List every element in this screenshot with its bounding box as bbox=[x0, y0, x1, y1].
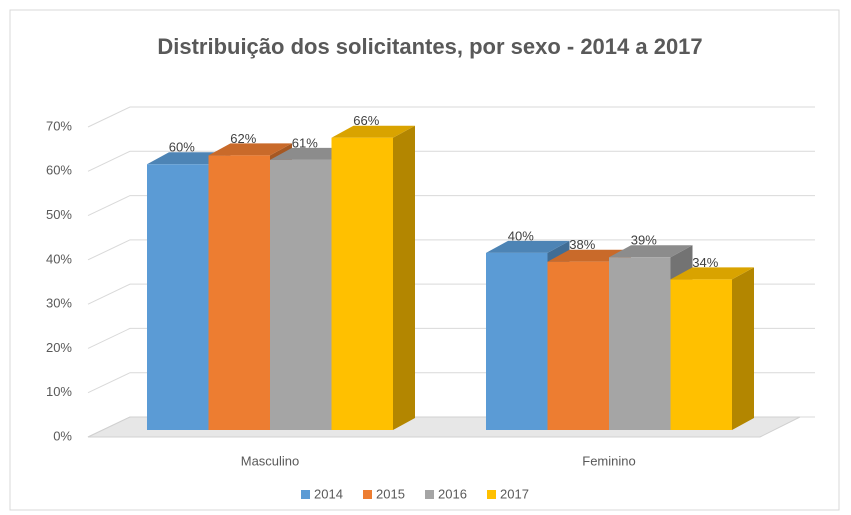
bar-top bbox=[670, 267, 754, 280]
bar bbox=[609, 257, 671, 430]
bar-top bbox=[609, 245, 693, 258]
data-label: 60% bbox=[169, 140, 195, 155]
y-tick-label: 70% bbox=[46, 118, 72, 133]
legend-label: 2015 bbox=[376, 486, 405, 501]
legend-swatch bbox=[363, 490, 372, 499]
bar bbox=[331, 137, 393, 430]
legend-label: 2017 bbox=[500, 486, 529, 501]
bar bbox=[208, 155, 270, 430]
grid-line bbox=[87, 106, 815, 128]
legend-label: 2014 bbox=[314, 486, 343, 501]
data-label: 40% bbox=[508, 228, 534, 243]
y-tick-label: 10% bbox=[46, 384, 72, 399]
bar-top bbox=[208, 143, 292, 156]
chart-title: Distribuição dos solicitantes, por sexo … bbox=[157, 34, 702, 59]
bar-top bbox=[331, 125, 415, 138]
y-tick-label: 40% bbox=[46, 251, 72, 266]
data-label: 39% bbox=[631, 233, 657, 248]
grid-line bbox=[87, 150, 815, 172]
y-tick-label: 30% bbox=[46, 296, 72, 311]
y-tick-label: 60% bbox=[46, 163, 72, 178]
bar-top bbox=[486, 240, 570, 253]
y-tick-label: 0% bbox=[53, 428, 72, 443]
bar bbox=[670, 279, 732, 430]
bar bbox=[486, 252, 548, 430]
data-label: 66% bbox=[353, 113, 379, 128]
bar bbox=[270, 159, 332, 430]
bar-side bbox=[732, 267, 754, 430]
x-tick-label: Feminino bbox=[582, 453, 635, 468]
legend-swatch bbox=[487, 490, 496, 499]
x-tick-label: Masculino bbox=[241, 453, 300, 468]
data-label: 38% bbox=[569, 237, 595, 252]
y-tick-label: 50% bbox=[46, 207, 72, 222]
legend-swatch bbox=[301, 490, 310, 499]
y-tick-label: 20% bbox=[46, 340, 72, 355]
grid-line bbox=[87, 239, 815, 261]
data-label: 61% bbox=[292, 135, 318, 150]
bar bbox=[547, 261, 609, 430]
data-label: 34% bbox=[692, 255, 718, 270]
bar bbox=[147, 164, 209, 431]
data-label: 62% bbox=[230, 131, 256, 146]
bar-side bbox=[393, 125, 415, 430]
grid-line bbox=[87, 195, 815, 217]
legend-swatch bbox=[425, 490, 434, 499]
legend-label: 2016 bbox=[438, 486, 467, 501]
